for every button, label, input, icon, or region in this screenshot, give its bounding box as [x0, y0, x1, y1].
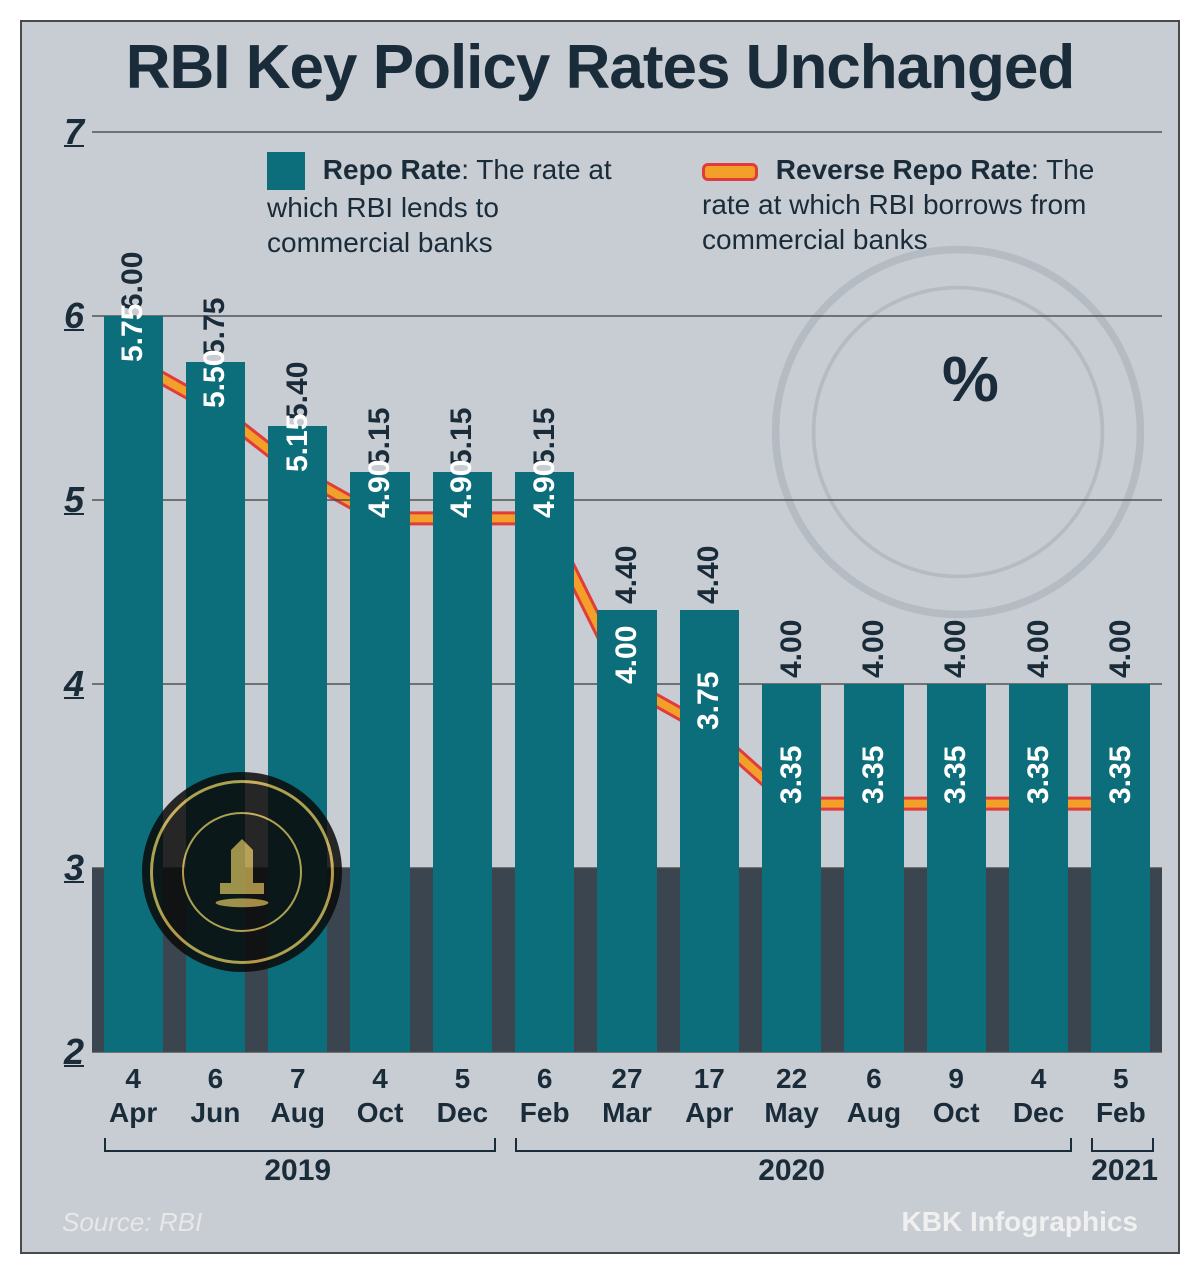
- repo-bar-value: 5.15: [363, 408, 397, 466]
- year-bracket: [515, 1138, 1072, 1152]
- reverse-repo-value: 3.35: [1104, 745, 1138, 803]
- gridline: [92, 315, 1162, 317]
- legend-reverse-name: Reverse Repo Rate: [776, 154, 1031, 185]
- reverse-repo-value: 3.35: [939, 745, 973, 803]
- x-tick-label: 17 Apr: [668, 1062, 750, 1129]
- x-tick-label: 6 Feb: [504, 1062, 586, 1129]
- repo-bar: 4.00: [1009, 684, 1068, 1052]
- y-tick-label: 2: [64, 1031, 84, 1073]
- repo-bar: 6.00: [104, 316, 163, 1052]
- x-tick-label: 5 Feb: [1080, 1062, 1162, 1129]
- repo-bar-value: 5.15: [528, 408, 562, 466]
- repo-bar-value: 4.00: [857, 620, 891, 678]
- reverse-repo-value: 4.90: [528, 460, 562, 518]
- x-tick-label: 4 Oct: [339, 1062, 421, 1129]
- x-tick-label: 7 Aug: [257, 1062, 339, 1129]
- reverse-repo-value: 4.90: [445, 460, 479, 518]
- x-tick-label: 9 Oct: [915, 1062, 997, 1129]
- repo-bar-value: 4.00: [1104, 620, 1138, 678]
- credit-label: KBK Infographics: [902, 1206, 1138, 1238]
- reverse-repo-value: 5.75: [116, 304, 150, 362]
- repo-bar-value: 5.75: [198, 298, 232, 356]
- y-tick-label: 3: [64, 847, 84, 889]
- gridline: [92, 499, 1162, 501]
- reverse-repo-value: 3.35: [775, 745, 809, 803]
- gridline: [92, 131, 1162, 133]
- repo-bar-value: 4.00: [939, 620, 973, 678]
- x-tick-label: 22 May: [750, 1062, 832, 1129]
- legend-reverse-swatch: [702, 163, 758, 181]
- repo-bar: 5.15: [350, 472, 409, 1052]
- repo-bar-value: 6.00: [116, 252, 150, 310]
- x-tick-label: 4 Dec: [997, 1062, 1079, 1129]
- percent-symbol: %: [942, 342, 999, 416]
- reverse-repo-value: 3.35: [857, 745, 891, 803]
- infographic-frame: RBI Key Policy Rates Unchanged 2 3 4 5 6 7 6.0…: [20, 20, 1180, 1254]
- legend-repo: Repo Rate: The rate at which RBI lends t…: [267, 152, 647, 260]
- reverse-repo-value: 4.90: [363, 460, 397, 518]
- reverse-repo-value: 4.00: [610, 626, 644, 684]
- y-tick-label: 6: [64, 295, 84, 337]
- legend-repo-swatch: [267, 152, 305, 190]
- chart-title: RBI Key Policy Rates Unchanged: [22, 32, 1178, 103]
- year-bracket: [1091, 1138, 1154, 1152]
- repo-bar: 4.00: [927, 684, 986, 1052]
- reverse-repo-value: 5.50: [198, 350, 232, 408]
- year-label: 2020: [515, 1154, 1068, 1188]
- repo-bar: 4.00: [844, 684, 903, 1052]
- x-tick-label: 6 Jun: [174, 1062, 256, 1129]
- y-tick-label: 4: [64, 663, 84, 705]
- repo-bar-value: 5.15: [445, 408, 479, 466]
- legend-repo-name: Repo Rate: [323, 154, 461, 185]
- y-tick-label: 7: [64, 111, 84, 153]
- x-axis-area: 4 Apr6 Jun7 Aug4 Oct5 Dec6 Feb27 Mar17 A…: [92, 1056, 1162, 1216]
- x-tick-label: 5 Dec: [421, 1062, 503, 1129]
- x-tick-label: 4 Apr: [92, 1062, 174, 1129]
- year-label: 2019: [104, 1154, 492, 1188]
- year-label: 2021: [1091, 1154, 1150, 1188]
- reverse-repo-value: 3.75: [692, 672, 726, 730]
- repo-bar: 4.00: [1091, 684, 1150, 1052]
- year-bracket: [104, 1138, 496, 1152]
- repo-bar-value: 4.40: [610, 546, 644, 604]
- legend-reverse: Reverse Repo Rate: The rate at which RBI…: [702, 152, 1122, 257]
- source-label: Source: RBI: [62, 1207, 202, 1238]
- y-tick-label: 5: [64, 479, 84, 521]
- repo-bar-value: 4.00: [775, 620, 809, 678]
- x-tick-label: 27 Mar: [586, 1062, 668, 1129]
- repo-bar: 5.15: [515, 472, 574, 1052]
- repo-bar: 4.00: [762, 684, 821, 1052]
- repo-bar-value: 4.40: [692, 546, 726, 604]
- repo-bar-value: 5.40: [281, 362, 315, 420]
- reverse-repo-value: 3.35: [1022, 745, 1056, 803]
- x-tick-label: 6 Aug: [833, 1062, 915, 1129]
- rbi-seal-emblem: [142, 772, 342, 972]
- repo-bar: 5.15: [433, 472, 492, 1052]
- repo-bar-value: 4.00: [1022, 620, 1056, 678]
- reverse-repo-value: 5.15: [281, 414, 315, 472]
